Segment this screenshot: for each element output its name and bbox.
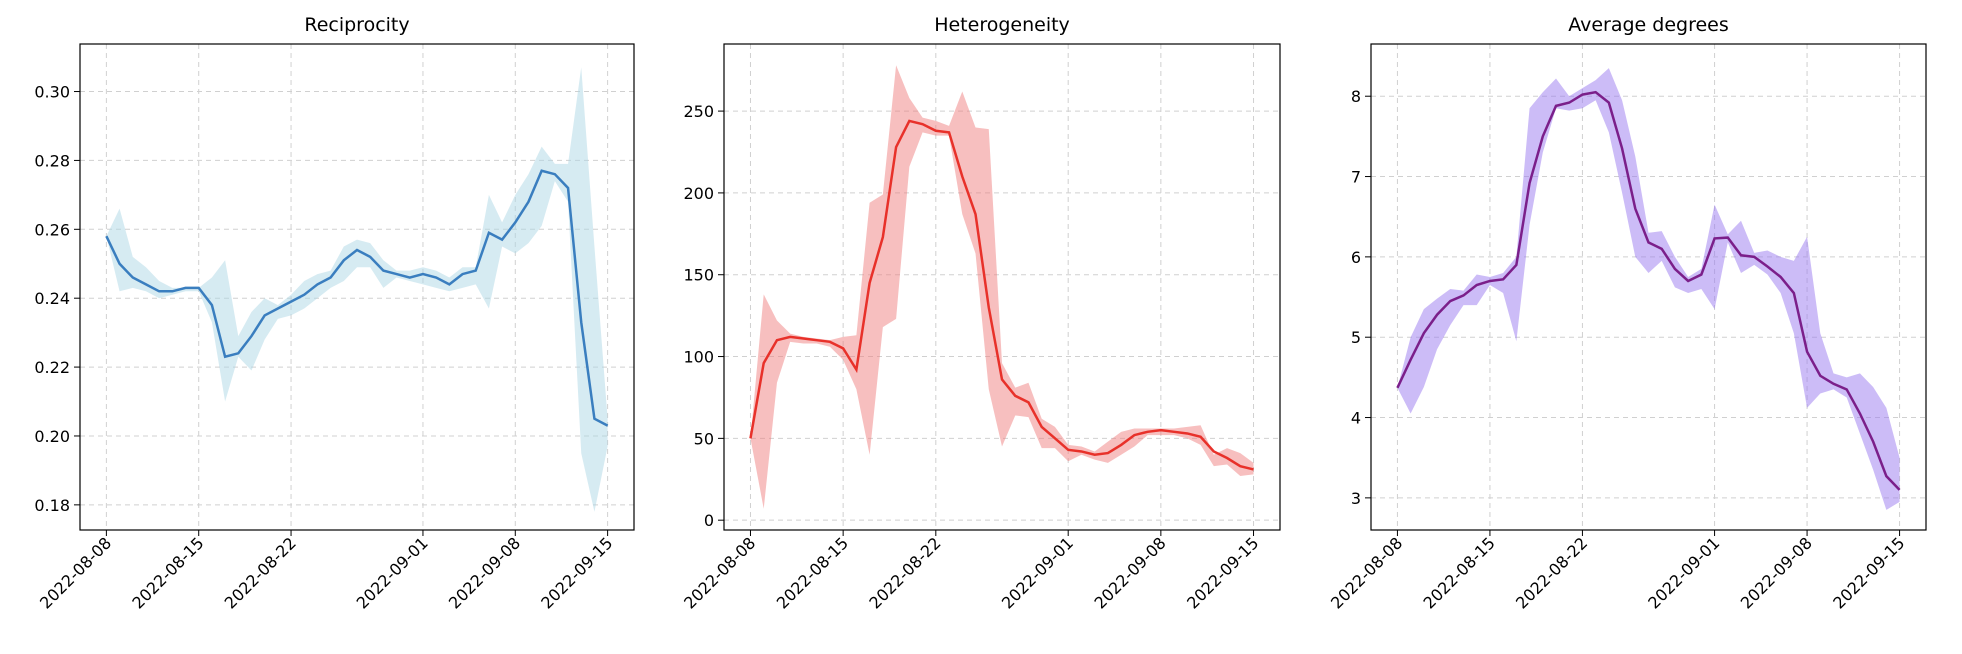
confidence-band (106, 67, 608, 512)
y-tick-label: 8 (1351, 87, 1361, 106)
x-tick-label: 2022-08-22 (1512, 533, 1591, 612)
plot-frame (723, 43, 1281, 531)
x-tick-label: 2022-08-15 (128, 533, 207, 612)
y-tick-label: 0 (704, 511, 714, 530)
y-tick-label: 7 (1351, 168, 1361, 187)
line (105, 169, 609, 427)
x-tick-label: 2022-08-22 (221, 533, 300, 612)
chart-title: Reciprocity (304, 14, 409, 36)
plot-frame (79, 43, 635, 531)
x-tick-label: 2022-08-08 (680, 533, 759, 612)
y-tick-label: 4 (1351, 409, 1361, 428)
y-tick-label: 250 (683, 102, 714, 121)
x-tick-label: 2022-08-15 (773, 533, 852, 612)
y-tick-label: 50 (694, 429, 714, 448)
plot-frame (1370, 43, 1927, 531)
x-tick-label: 2022-09-01 (353, 533, 432, 612)
y-tick-label: 150 (683, 266, 714, 285)
x-tick-label: 2022-09-08 (1091, 533, 1170, 612)
confidence-band (750, 65, 1254, 509)
x-tick-label: 2022-09-15 (1183, 533, 1262, 612)
x-tick-label: 2022-09-08 (445, 533, 524, 612)
y-tick-label: 0.24 (34, 289, 70, 308)
line (749, 119, 1254, 471)
line (1396, 90, 1901, 491)
y-tick-label: 100 (683, 348, 714, 367)
x-tick-label: 2022-08-15 (1420, 533, 1499, 612)
y-tick-label: 0.28 (34, 151, 70, 170)
y-tick-label: 0.22 (34, 358, 70, 377)
x-tick-label: 2022-08-22 (865, 533, 944, 612)
x-tick-label: 2022-08-08 (36, 533, 115, 612)
chart-title: Average degrees (1568, 14, 1729, 36)
x-tick-label: 2022-08-08 (1327, 533, 1406, 612)
y-tick-label: 0.18 (34, 496, 70, 515)
x-tick-label: 2022-09-01 (998, 533, 1077, 612)
x-tick-label: 2022-09-15 (1829, 533, 1908, 612)
chart-title: Heterogeneity (934, 14, 1070, 36)
y-tick-label: 3 (1351, 489, 1361, 508)
y-tick-label: 6 (1351, 248, 1361, 267)
x-tick-label: 2022-09-01 (1644, 533, 1723, 612)
confidence-band (1397, 68, 1900, 510)
y-tick-label: 200 (683, 184, 714, 203)
y-tick-label: 0.26 (34, 220, 70, 239)
y-tick-label: 0.20 (34, 427, 70, 446)
x-tick-label: 2022-09-15 (537, 533, 616, 612)
y-tick-label: 0.30 (34, 83, 70, 102)
x-tick-label: 2022-09-08 (1737, 533, 1816, 612)
y-tick-label: 5 (1351, 328, 1361, 347)
